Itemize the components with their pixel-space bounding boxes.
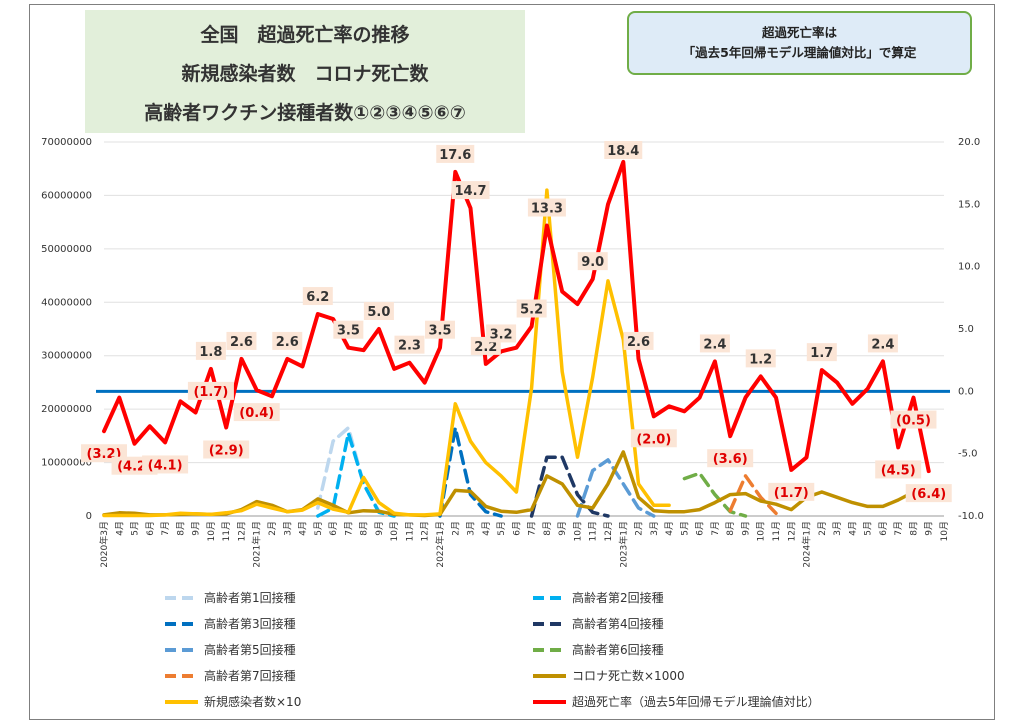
chart-title-line-1: 全国 超過死亡率の推移 <box>200 24 410 46</box>
chart-title-line-3: 高齢者ワクチン接種者数①②③④⑤⑥⑦ <box>144 102 466 124</box>
chart-title-box: 全国 超過死亡率の推移 新規感染者数 コロナ死亡数 高齢者ワクチン接種者数①②③… <box>85 10 525 133</box>
method-note-line-2: 「過去5年回帰モデル理論値対比」で算定 <box>682 45 917 60</box>
chart-title-line-2: 新規感染者数 コロナ死亡数 <box>181 63 429 85</box>
method-note-line-1: 超過死亡率は <box>761 25 837 40</box>
method-note-box: 超過死亡率は 「過去5年回帰モデル理論値対比」で算定 <box>627 11 972 75</box>
